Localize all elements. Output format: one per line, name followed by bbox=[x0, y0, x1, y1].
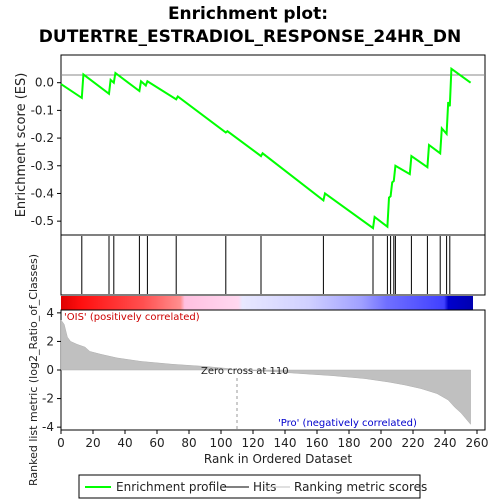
x-tick-label: 180 bbox=[338, 436, 361, 450]
negative-class-label: 'Pro' (negatively correlated) bbox=[278, 418, 417, 429]
chart-title-line2: DUTERTRE_ESTRADIOL_RESPONSE_24HR_DN bbox=[39, 27, 461, 47]
es-y-tick-label: -0.4 bbox=[31, 186, 54, 200]
metric-y-tick-label: 0 bbox=[46, 363, 54, 377]
metric-y-axis-label: Ranked list metric (log2_Ratio_of_Classe… bbox=[27, 254, 40, 486]
x-tick-label: 60 bbox=[149, 436, 164, 450]
metric-y-tick-label: 2 bbox=[46, 334, 54, 348]
rank-gradient-bar bbox=[61, 296, 473, 310]
x-tick-label: 240 bbox=[434, 436, 457, 450]
es-y-tick-label: -0.2 bbox=[31, 131, 54, 145]
es-y-axis-label: Enrichment score (ES) bbox=[14, 73, 29, 218]
x-tick-label: 100 bbox=[210, 436, 233, 450]
es-y-tick-label: -0.3 bbox=[31, 159, 54, 173]
metric-y-tick-label: -2 bbox=[42, 392, 54, 406]
x-tick-label: 80 bbox=[181, 436, 196, 450]
hits-panel-frame bbox=[60, 234, 486, 296]
es-y-tick-label: -0.1 bbox=[31, 103, 54, 117]
x-tick-label: 40 bbox=[117, 436, 132, 450]
x-tick-label: 0 bbox=[57, 436, 65, 450]
metric-y-tick-label: 4 bbox=[46, 306, 54, 320]
x-axis-label: Rank in Ordered Dataset bbox=[204, 452, 352, 466]
legend-box bbox=[78, 474, 421, 499]
hits-group bbox=[81, 236, 451, 294]
x-tick-label: 220 bbox=[402, 436, 425, 450]
positive-class-label: 'OIS' (positively correlated) bbox=[64, 312, 200, 323]
x-tick-label: 120 bbox=[242, 436, 265, 450]
x-tick-label: 140 bbox=[274, 436, 297, 450]
metric-y-ticks: 4 2 0 -2 -4 bbox=[42, 306, 61, 434]
x-tick-label: 200 bbox=[370, 436, 393, 450]
metric-x-ticks: 0 20 40 60 80 100 120 140 160 180 200 220 240 260 bbox=[57, 430, 488, 450]
enrichment-profile-line bbox=[60, 66, 472, 230]
x-tick-label: 160 bbox=[306, 436, 329, 450]
metric-y-tick-label: -4 bbox=[42, 420, 54, 434]
chart-title-line1: Enrichment plot: bbox=[168, 4, 328, 24]
legend-ranking-metric-label: Ranking metric scores bbox=[294, 480, 427, 494]
ranking-metric-area bbox=[60, 319, 471, 425]
es-y-tick-label: 0.0 bbox=[35, 76, 54, 90]
legend-enrichment-profile-label: Enrichment profile bbox=[116, 480, 227, 494]
zero-cross-label: Zero cross at 110 bbox=[201, 366, 289, 377]
es-y-ticks: 0.0 -0.1 -0.2 -0.3 -0.4 -0.5 bbox=[31, 76, 61, 228]
x-tick-label: 260 bbox=[466, 436, 489, 450]
es-y-tick-label: -0.5 bbox=[31, 214, 54, 228]
x-tick-label: 20 bbox=[85, 436, 100, 450]
es-panel-frame bbox=[60, 54, 486, 236]
